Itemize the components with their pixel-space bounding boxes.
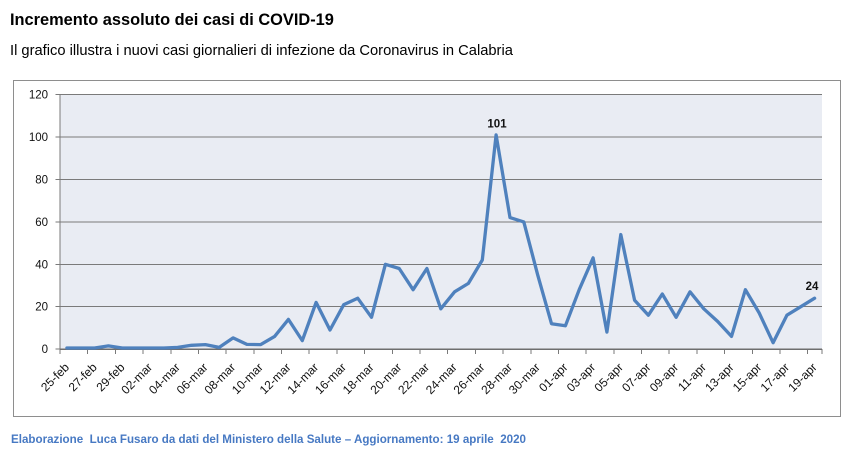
svg-text:120: 120: [29, 90, 48, 102]
svg-text:100: 100: [29, 132, 48, 144]
svg-text:20: 20: [35, 302, 48, 314]
svg-text:24: 24: [806, 281, 819, 293]
svg-text:60: 60: [35, 217, 48, 229]
svg-text:0: 0: [42, 344, 48, 356]
svg-text:101: 101: [487, 119, 507, 131]
svg-text:40: 40: [35, 259, 48, 271]
svg-text:80: 80: [35, 174, 48, 186]
